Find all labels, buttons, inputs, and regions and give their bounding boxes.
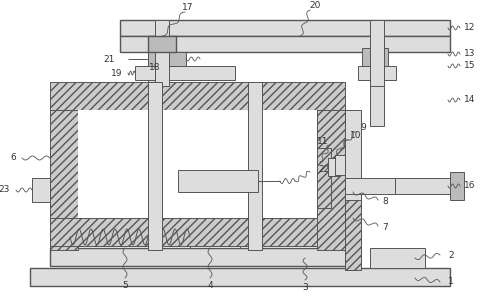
Bar bbox=[335, 155, 345, 175]
Text: 18: 18 bbox=[149, 64, 160, 73]
Bar bbox=[395, 178, 455, 194]
Bar bbox=[50, 110, 78, 250]
Bar bbox=[120, 20, 450, 36]
Bar bbox=[345, 178, 440, 194]
Bar bbox=[148, 52, 162, 104]
Bar bbox=[148, 52, 186, 66]
Bar bbox=[50, 82, 345, 110]
Text: 4: 4 bbox=[207, 281, 213, 289]
Bar bbox=[50, 248, 355, 266]
Bar bbox=[317, 110, 345, 250]
Text: 5: 5 bbox=[122, 281, 128, 289]
Text: 21: 21 bbox=[104, 54, 115, 64]
Text: 16: 16 bbox=[464, 181, 475, 191]
Text: 8: 8 bbox=[382, 197, 388, 207]
Bar bbox=[328, 158, 340, 176]
Bar bbox=[370, 248, 425, 268]
Bar bbox=[30, 268, 450, 286]
Bar bbox=[178, 170, 258, 192]
Text: 12: 12 bbox=[464, 24, 475, 32]
Bar bbox=[190, 226, 240, 248]
Bar bbox=[248, 82, 262, 250]
Text: 7: 7 bbox=[382, 223, 388, 233]
Text: 13: 13 bbox=[464, 50, 475, 58]
Text: 19: 19 bbox=[110, 69, 122, 77]
Bar bbox=[362, 48, 388, 66]
Text: 2: 2 bbox=[448, 251, 453, 259]
Bar bbox=[120, 36, 450, 52]
Bar bbox=[50, 218, 345, 246]
Text: 15: 15 bbox=[464, 62, 475, 70]
Text: 20: 20 bbox=[309, 2, 321, 10]
Bar bbox=[32, 178, 50, 202]
Text: 10: 10 bbox=[350, 132, 362, 140]
Bar bbox=[450, 172, 464, 200]
Bar bbox=[358, 66, 396, 80]
Text: 17: 17 bbox=[182, 3, 194, 13]
Bar bbox=[317, 148, 331, 208]
Bar bbox=[148, 36, 176, 52]
Text: 22: 22 bbox=[318, 166, 329, 174]
Bar bbox=[155, 20, 169, 86]
Bar bbox=[78, 110, 317, 218]
Bar bbox=[135, 66, 235, 80]
Bar bbox=[345, 110, 361, 270]
Text: 14: 14 bbox=[464, 95, 475, 105]
Text: 3: 3 bbox=[302, 282, 308, 292]
Text: 1: 1 bbox=[448, 278, 454, 286]
Bar bbox=[148, 82, 162, 250]
Text: 6: 6 bbox=[10, 154, 16, 162]
Bar bbox=[345, 200, 361, 270]
Text: 11: 11 bbox=[316, 136, 328, 145]
Bar bbox=[370, 36, 384, 126]
Text: 9: 9 bbox=[360, 124, 366, 132]
Text: 23: 23 bbox=[0, 185, 10, 195]
Bar bbox=[370, 20, 384, 86]
